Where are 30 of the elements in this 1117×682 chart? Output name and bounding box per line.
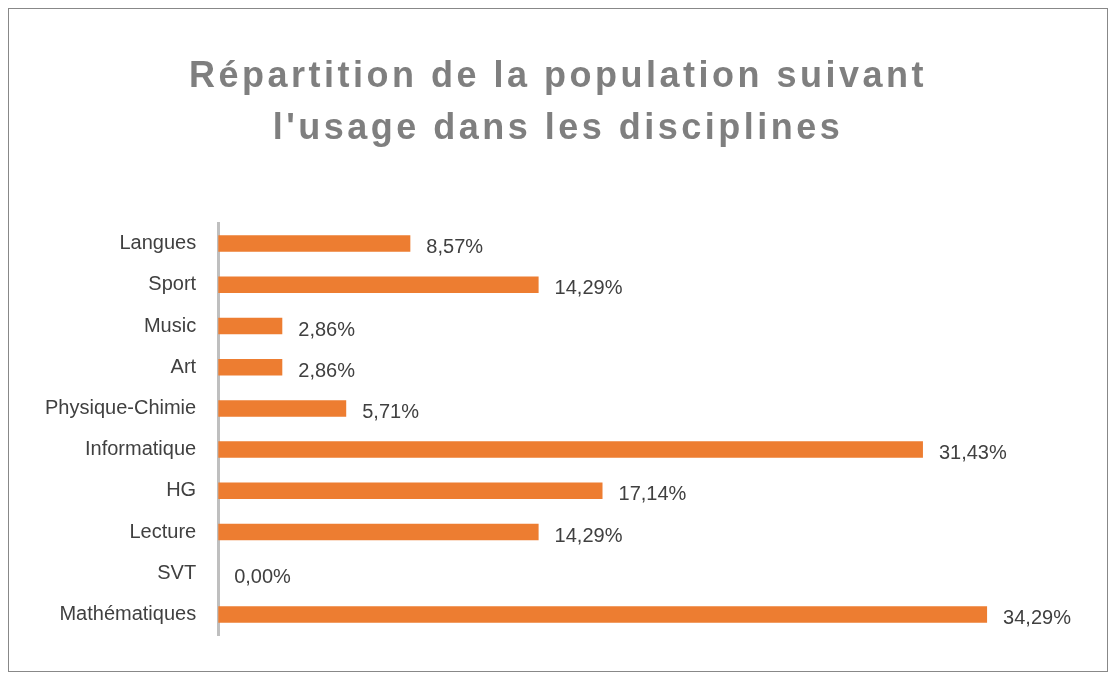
y-tick-label: Informatique [85, 437, 197, 460]
data-label: 14,29% [554, 276, 623, 299]
bar [218, 441, 923, 458]
y-tick-label: HG [166, 478, 197, 501]
data-label: 8,57% [426, 235, 484, 258]
bar [218, 276, 539, 294]
y-tick-label: SVT [157, 560, 197, 583]
data-label: 5,71% [362, 399, 420, 422]
data-label: 14,29% [554, 523, 623, 546]
y-tick-label: Lecture [129, 519, 197, 542]
y-tick-label: Art [170, 354, 197, 377]
data-label: 17,14% [618, 482, 687, 505]
bar [218, 358, 283, 376]
data-label: 0,00% [234, 564, 292, 587]
y-tick-label: Sport [148, 272, 197, 295]
bar [218, 606, 988, 623]
y-tick-label: Music [143, 313, 197, 336]
data-label: 2,86% [298, 317, 356, 340]
bar [218, 235, 411, 252]
y-tick-label: Mathématiques [59, 601, 197, 624]
data-label: 2,86% [298, 358, 356, 381]
data-label: 34,29% [1003, 605, 1072, 628]
data-label: 31,43% [938, 441, 1007, 464]
chart-title: Répartition de la population suivant l'usage dans les disciplines [187, 53, 928, 149]
bar [218, 482, 603, 500]
bar [218, 523, 539, 541]
y-tick-label: Langues [119, 231, 197, 254]
bar [218, 400, 347, 417]
bar [218, 317, 283, 335]
y-tick-label: Physique-Chimie [45, 395, 197, 418]
